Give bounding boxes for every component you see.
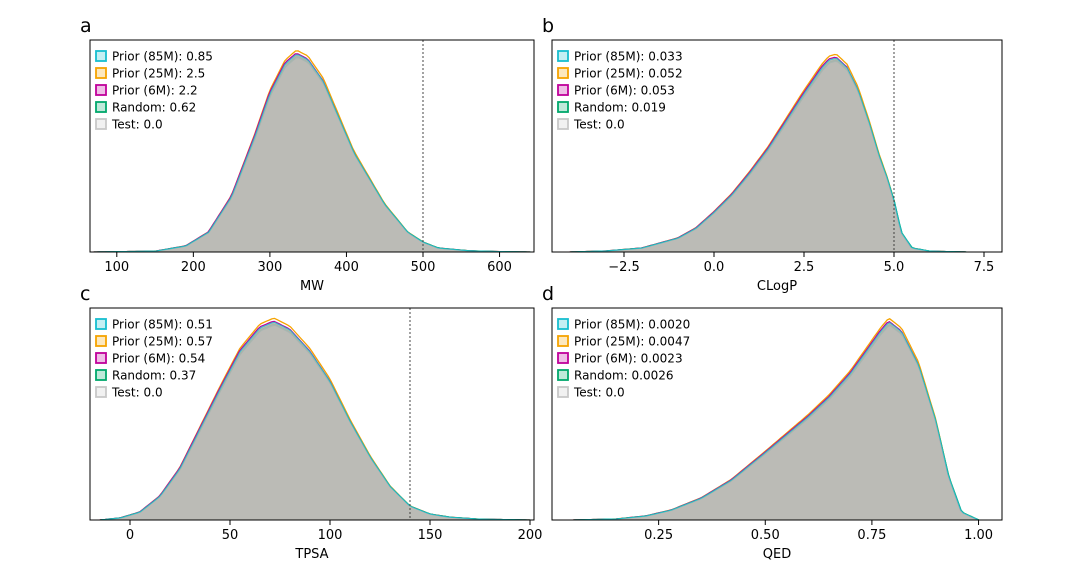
- legend-swatch: [557, 84, 569, 96]
- legend-swatch: [557, 386, 569, 398]
- x-tick-label: 1.00: [964, 528, 993, 543]
- legend-swatch: [95, 335, 107, 347]
- x-tick-label: 400: [334, 260, 359, 275]
- panel-letter: c: [80, 283, 90, 305]
- axes-frame: [89, 307, 535, 521]
- panel-letter: d: [542, 283, 554, 305]
- test-density-area: [93, 54, 531, 252]
- legend-entry: Prior (6M): 0.053: [574, 84, 675, 98]
- legend-entry: Test: 0.0: [111, 118, 163, 132]
- legend-entry: Prior (6M): 2.2: [112, 84, 198, 98]
- test-density-area: [100, 322, 530, 520]
- x-tick-label: 0.75: [857, 528, 886, 543]
- test-density-area: [570, 58, 966, 252]
- legend: Prior (85M): 0.85 Prior (25M): 2.5 Prior (…: [95, 50, 213, 132]
- series-line: [99, 321, 530, 520]
- panel-letter: b: [542, 15, 554, 37]
- legend-swatch: [557, 50, 569, 62]
- legend-swatch: [557, 67, 569, 79]
- legend-swatch: [95, 386, 107, 398]
- plot-area: [99, 317, 531, 520]
- legend-entry: Prior (85M): 0.85: [112, 50, 213, 64]
- legend-entry: Prior (25M): 0.0047: [574, 335, 690, 349]
- legend-swatch: [557, 118, 569, 130]
- x-tick-label: 100: [104, 260, 129, 275]
- x-tick-label: 150: [418, 528, 443, 543]
- x-tick-label: 200: [518, 528, 543, 543]
- legend-entry: Test: 0.0: [111, 386, 163, 400]
- legend-entry: Random: 0.019: [574, 101, 666, 115]
- x-axis-label: CLogP: [757, 279, 797, 294]
- x-tick-label: 200: [181, 260, 206, 275]
- axes-frame: [89, 39, 535, 253]
- x-tick-label: 7.5: [974, 260, 995, 275]
- legend-swatch: [95, 118, 107, 130]
- plot-area: [569, 53, 967, 252]
- series-line: [573, 322, 979, 520]
- legend-swatch: [557, 352, 569, 364]
- plot-area: [93, 50, 531, 252]
- axes-frame: [551, 307, 1003, 521]
- x-tick-label: 0.0: [704, 260, 725, 275]
- panel-b: b −2.5 0.0 2.5 5.0 7.5 CLogP Prior (85M): 0.033…: [542, 15, 1003, 294]
- x-tick-label: 600: [487, 260, 512, 275]
- legend-entry: Prior (85M): 0.51: [112, 318, 213, 332]
- legend-entry: Prior (25M): 2.5: [112, 67, 205, 81]
- x-tick-label: 500: [411, 260, 436, 275]
- legend-swatch: [95, 352, 107, 364]
- test-density-area: [573, 322, 979, 520]
- series-line: [569, 57, 967, 252]
- x-tick-label: 100: [318, 528, 343, 543]
- x-axis-label: TPSA: [294, 547, 328, 562]
- panel-letter: a: [80, 15, 92, 37]
- legend-swatch: [95, 318, 107, 330]
- legend: Prior (85M): 0.0020 Prior (25M): 0.0047 Pr…: [557, 318, 690, 400]
- legend-entry: Prior (6M): 0.0023: [574, 352, 683, 366]
- legend-entry: Random: 0.0026: [574, 369, 674, 383]
- legend-entry: Test: 0.0: [573, 386, 625, 400]
- legend-entry: Test: 0.0: [573, 118, 625, 132]
- x-tick-label: 5.0: [884, 260, 905, 275]
- legend-entry: Prior (25M): 0.57: [112, 335, 213, 349]
- x-tick-label: 0.50: [751, 528, 780, 543]
- legend-entry: Random: 0.37: [112, 369, 196, 383]
- x-axis-label: QED: [763, 547, 791, 562]
- legend-swatch: [95, 50, 107, 62]
- x-tick-label: 50: [222, 528, 239, 543]
- series-line: [93, 54, 531, 252]
- legend-entry: Prior (85M): 0.033: [574, 50, 683, 64]
- x-tick-label: 2.5: [794, 260, 815, 275]
- legend-swatch: [95, 84, 107, 96]
- legend-swatch: [95, 369, 107, 381]
- legend-entry: Prior (6M): 0.54: [112, 352, 205, 366]
- legend-entry: Prior (25M): 0.052: [574, 67, 683, 81]
- legend: Prior (85M): 0.033 Prior (25M): 0.052 Prio…: [557, 50, 683, 132]
- x-tick-label: 0: [126, 528, 134, 543]
- x-tick-label: 300: [257, 260, 282, 275]
- axes-frame: [551, 39, 1003, 253]
- x-axis-label: MW: [300, 279, 324, 294]
- legend: Prior (85M): 0.51 Prior (25M): 0.57 Prior …: [95, 318, 213, 400]
- legend-entry: Random: 0.62: [112, 101, 196, 115]
- x-tick-label: −2.5: [608, 260, 640, 275]
- legend-swatch: [557, 318, 569, 330]
- legend-entry: Prior (85M): 0.0020: [574, 318, 690, 332]
- plot-area: [572, 318, 980, 520]
- legend-swatch: [557, 369, 569, 381]
- x-tick-label: 0.25: [644, 528, 673, 543]
- legend-swatch: [95, 67, 107, 79]
- legend-swatch: [557, 335, 569, 347]
- legend-swatch: [557, 101, 569, 113]
- legend-swatch: [95, 101, 107, 113]
